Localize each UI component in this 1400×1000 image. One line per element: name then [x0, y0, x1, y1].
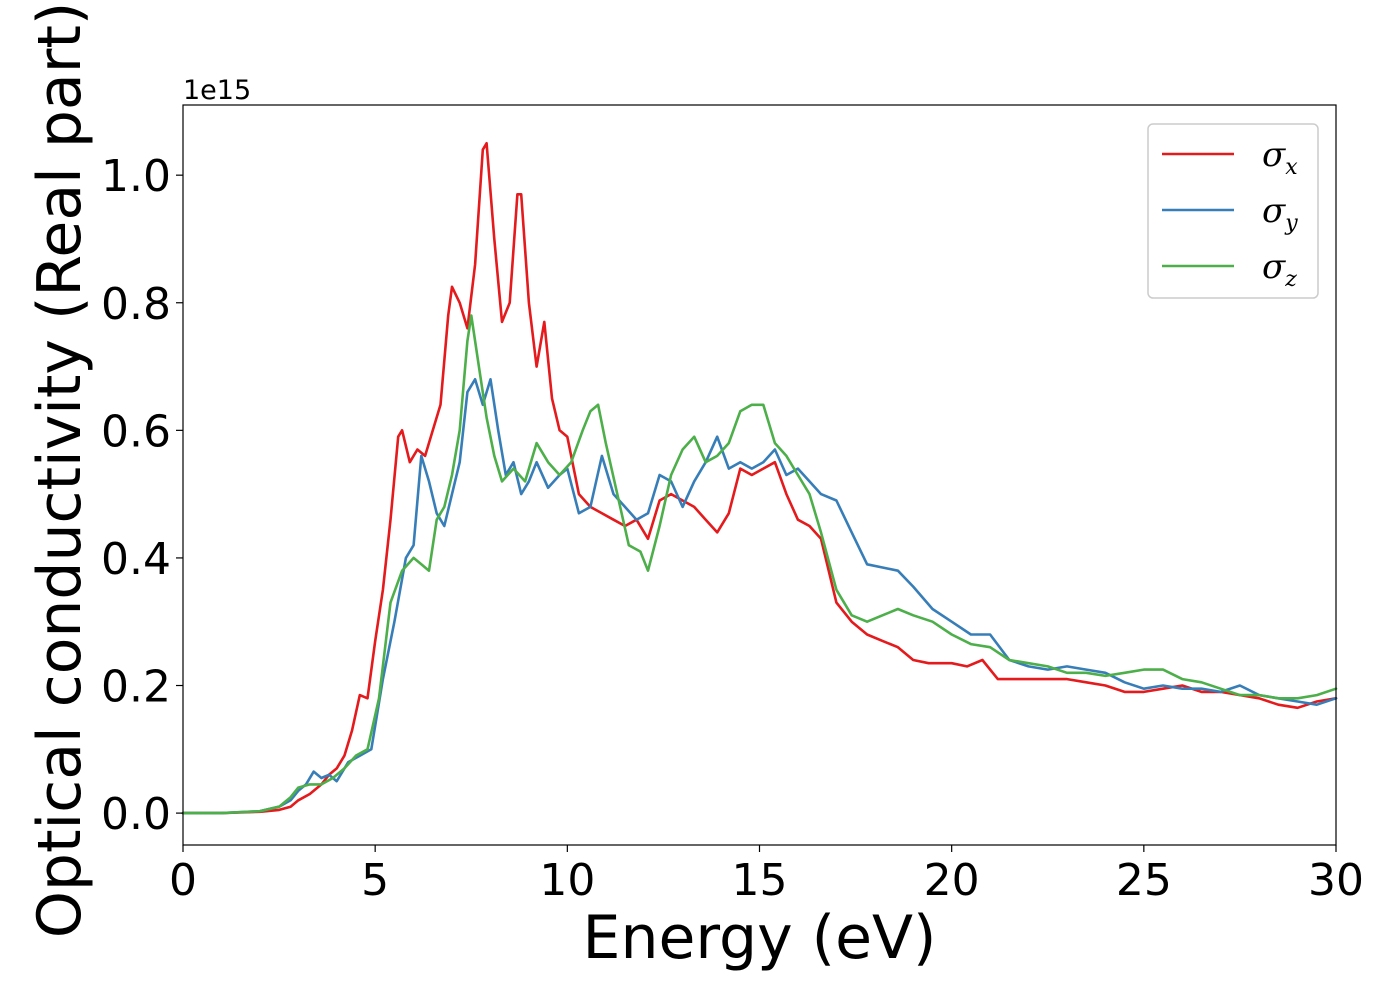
- y-tick-label: 1.0: [101, 151, 171, 202]
- x-tick-label: 15: [732, 855, 788, 906]
- legend-symbol: σ: [1262, 247, 1286, 287]
- legend-label-x: σx: [1262, 135, 1298, 180]
- y-tick-label: 0.0: [101, 789, 171, 840]
- x-tick-label: 10: [539, 855, 595, 906]
- legend-symbol: σ: [1262, 191, 1286, 231]
- legend-label-y: σy: [1262, 191, 1298, 236]
- y-tick-label: 0.8: [101, 279, 171, 330]
- legend-subscript: y: [1284, 211, 1298, 236]
- y-axis-title: Optical conductivity (Real part): [25, 2, 95, 939]
- x-axis-title: Energy (eV): [583, 903, 937, 973]
- legend-subscript: x: [1285, 155, 1298, 180]
- legend-subscript: z: [1284, 267, 1297, 292]
- ticks-layer: 0 5 10 15 20 25 30 0.0 0.2 0.4 0.6 0.8 1.0: [101, 151, 1364, 906]
- series-line-y: [181, 378, 1338, 815]
- legend-label-z: σz: [1262, 247, 1297, 292]
- x-tick-label: 30: [1308, 855, 1364, 906]
- y-tick-label: 0.4: [101, 534, 171, 585]
- x-tick-label: 5: [361, 855, 389, 906]
- series-layer: [181, 142, 1338, 815]
- y-offset-label: 1e15: [183, 75, 251, 106]
- series-line-z: [181, 314, 1338, 815]
- y-tick-label: 0.2: [101, 662, 171, 713]
- y-tick-label: 0.6: [101, 406, 171, 457]
- x-tick-label: 25: [1116, 855, 1172, 906]
- legend-symbol: σ: [1262, 135, 1286, 175]
- x-tick-label: 0: [169, 855, 197, 906]
- x-tick-label: 20: [924, 855, 980, 906]
